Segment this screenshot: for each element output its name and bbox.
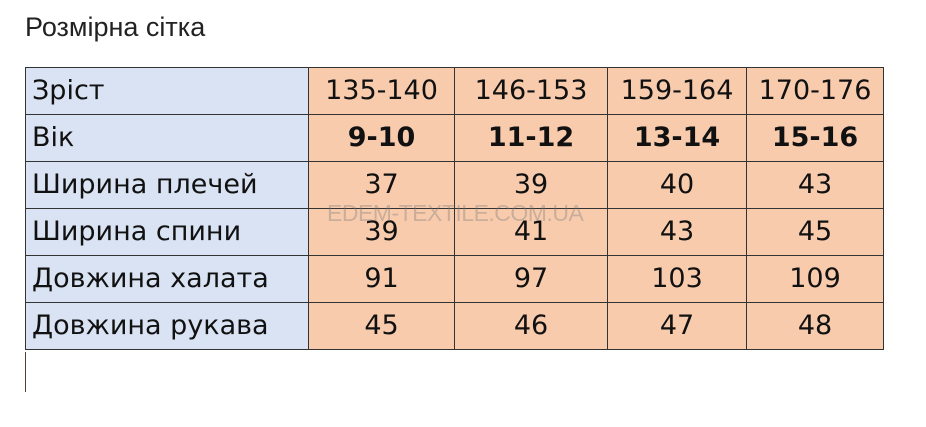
table-cell: 39 [308,208,455,256]
table-cell: 97 [454,255,608,303]
table-cell: 170-176 [746,67,884,115]
row-label: Ширина плечей [25,161,309,209]
table-row: Ширина спини 39 41 43 45 [25,208,884,256]
table-cell: 146-153 [454,67,608,115]
table-cell: 48 [746,302,884,350]
table-cell: 11-12 [454,114,608,162]
table-cell: 43 [607,208,747,256]
table-cell: 43 [746,161,884,209]
divider-line [25,352,26,392]
row-label: Довжина рукава [25,302,309,350]
row-label: Довжина халата [25,255,309,303]
table-row: Зріст 135-140 146-153 159-164 170-176 [25,67,884,115]
table-cell: 91 [308,255,455,303]
row-label: Вік [25,114,309,162]
table-cell: 13-14 [607,114,747,162]
table-row: Довжина халата 91 97 103 109 [25,255,884,303]
table-cell: 135-140 [308,67,455,115]
table-cell: 39 [454,161,608,209]
row-label: Зріст [25,67,309,115]
table-cell: 47 [607,302,747,350]
table-cell: 45 [308,302,455,350]
table-cell: 9-10 [308,114,455,162]
table-row: Довжина рукава 45 46 47 48 [25,302,884,350]
row-label: Ширина спини [25,208,309,256]
table-cell: 159-164 [607,67,747,115]
page-title: Розмірна сітка [25,12,206,42]
table-cell: 45 [746,208,884,256]
table-row: Ширина плечей 37 39 40 43 [25,161,884,209]
table-cell: 103 [607,255,747,303]
table-cell: 40 [607,161,747,209]
table-cell: 46 [454,302,608,350]
table-cell: 41 [454,208,608,256]
size-chart-table: Зріст 135-140 146-153 159-164 170-176 Вік 9-10… [25,67,884,350]
table-cell: 109 [746,255,884,303]
table-cell: 15-16 [746,114,884,162]
table-row: Вік 9-10 11-12 13-14 15-16 [25,114,884,162]
table-cell: 37 [308,161,455,209]
